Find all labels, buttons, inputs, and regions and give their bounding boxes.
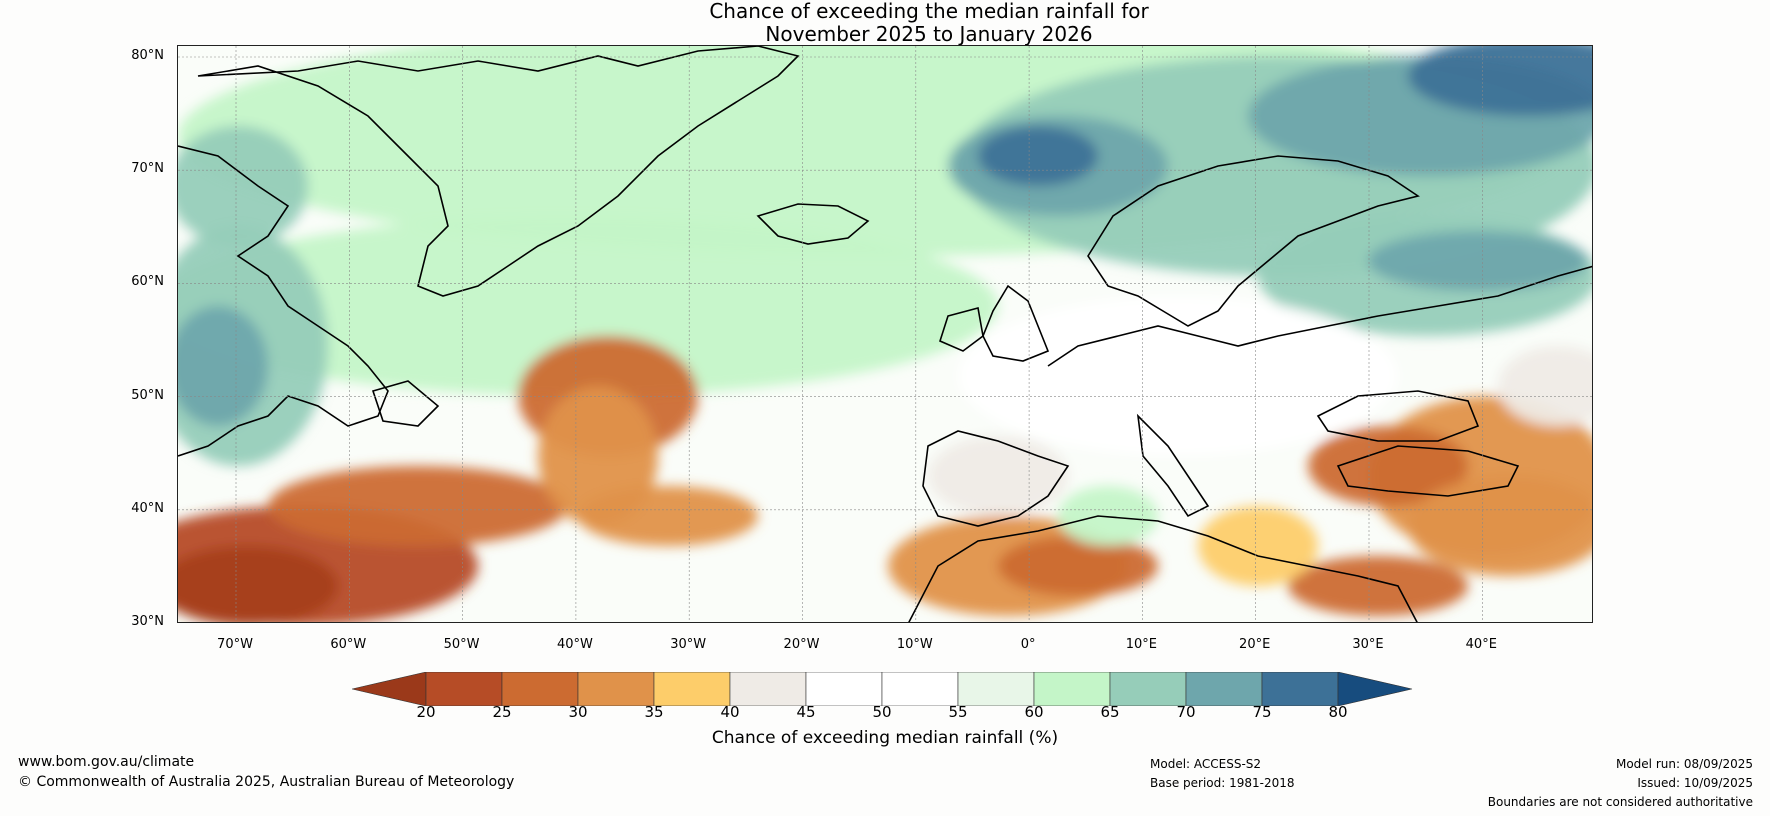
rainfall-region	[1408, 46, 1592, 116]
colorbar-over-arrow	[1337, 672, 1413, 706]
rainfall-region	[178, 546, 338, 622]
lon-label: 70°W	[217, 637, 253, 652]
europe-coast	[1047, 265, 1592, 367]
lon-label: 20°W	[783, 637, 820, 652]
newfoundland-coast	[371, 380, 440, 427]
lon-label: 40°W	[556, 637, 593, 652]
colorbar-segment	[1185, 672, 1263, 706]
lon-label: 10°W	[896, 637, 933, 652]
rainfall-region	[268, 466, 568, 546]
lon-label: 40°E	[1465, 637, 1497, 652]
colorbar-tick-label: 65	[1100, 703, 1120, 721]
britain-coast	[982, 284, 1050, 362]
colorbar-label: Chance of exceeding median rainfall (%)	[711, 728, 1059, 748]
rainfall-map	[177, 45, 1593, 623]
colorbar-segment	[1261, 672, 1339, 706]
colorbar-tick-label: 45	[796, 703, 816, 721]
colorbar-segment	[805, 672, 883, 706]
colorbar-tick-label: 60	[1024, 703, 1044, 721]
colorbar-segment	[577, 672, 655, 706]
colorbar-tick-label: 25	[492, 703, 512, 721]
colorbar-segment	[1109, 672, 1187, 706]
rainfall-region	[978, 126, 1098, 186]
footer-copyright: © Commonwealth of Australia 2025, Austra…	[18, 774, 515, 790]
colorbar-segment	[501, 672, 579, 706]
rainfall-shading	[178, 46, 1592, 622]
rainfall-region	[178, 306, 268, 426]
footer-disclaimer: Boundaries are not considered authoritat…	[1487, 795, 1753, 809]
colorbar-segment	[957, 672, 1035, 706]
colorbar	[352, 672, 1413, 706]
map-title: Chance of exceeding the median rainfall …	[0, 0, 1770, 46]
footer-model: Model: ACCESS-S2	[1150, 757, 1262, 771]
lat-label: 80°N	[131, 48, 164, 63]
lon-label: 0°	[1020, 637, 1036, 652]
lon-label: 50°W	[443, 637, 480, 652]
scandinavia-coast	[1087, 155, 1420, 327]
colorbar-tick-label: 75	[1252, 703, 1272, 721]
rainfall-region	[578, 486, 758, 546]
map-canvas	[178, 46, 1592, 622]
lat-label: 70°N	[131, 161, 164, 177]
rainfall-region	[178, 126, 308, 246]
rainfall-region	[958, 296, 1398, 456]
colorbar-tick-label: 80	[1328, 703, 1348, 721]
colorbar-tick-label: 70	[1176, 703, 1196, 721]
rainfall-region	[928, 436, 1068, 516]
footer-model-run: Model run: 08/09/2025	[1615, 757, 1753, 771]
greenland-coast	[197, 46, 800, 297]
lon-label: 10°E	[1125, 637, 1158, 652]
africa-coast	[908, 515, 1418, 622]
rainfall-region	[1408, 476, 1592, 576]
lat-label: 60°N	[131, 274, 164, 290]
colorbar-tick-label: 50	[872, 703, 892, 721]
lon-label: 30°W	[670, 637, 707, 652]
rainfall-region	[1368, 231, 1588, 291]
lat-label: 40°N	[131, 500, 164, 516]
iceland-coast	[756, 203, 870, 245]
black-sea-coast	[1316, 390, 1480, 442]
colorbar-tick-label: 40	[720, 703, 740, 721]
lat-label: 30°N	[131, 614, 164, 629]
lat-label: 50°N	[131, 387, 164, 403]
rainfall-region	[1288, 556, 1468, 616]
colorbar-segment	[881, 672, 959, 706]
footer-base-period: Base period: 1981-2018	[1150, 776, 1295, 790]
colorbar-tick-label: 30	[568, 703, 588, 721]
turkey-coast	[1336, 445, 1520, 497]
italy-coast	[1136, 413, 1210, 518]
lon-label: 60°W	[330, 637, 367, 652]
rainfall-region	[1198, 506, 1318, 586]
title-line-1: Chance of exceeding the median rainfall …	[709, 0, 1149, 23]
colorbar-segment	[729, 672, 807, 706]
coastlines	[178, 46, 1592, 622]
rainfall-region	[178, 216, 998, 396]
lon-label: 20°E	[1239, 637, 1271, 652]
canada-coast	[178, 145, 389, 457]
footer-issued: Issued: 10/09/2025	[1637, 776, 1753, 790]
lon-label: 30°E	[1352, 637, 1384, 652]
rainfall-region	[1498, 346, 1592, 426]
colorbar-segment	[425, 672, 503, 706]
footer-url: www.bom.gov.au/climate	[18, 754, 195, 770]
colorbar-segment	[653, 672, 731, 706]
colorbar-tick-label: 55	[948, 703, 968, 721]
colorbar-under-arrow	[352, 672, 427, 706]
title-line-2: November 2025 to January 2026	[765, 22, 1093, 46]
iberia-coast	[922, 430, 1070, 527]
graticule	[178, 46, 1592, 622]
colorbar-tick-label: 20	[416, 703, 436, 721]
rainfall-region	[998, 536, 1158, 596]
rainfall-region	[1058, 486, 1158, 546]
ireland-coast	[939, 307, 984, 352]
colorbar-segment	[1033, 672, 1111, 706]
colorbar-tick-label: 35	[644, 703, 664, 721]
